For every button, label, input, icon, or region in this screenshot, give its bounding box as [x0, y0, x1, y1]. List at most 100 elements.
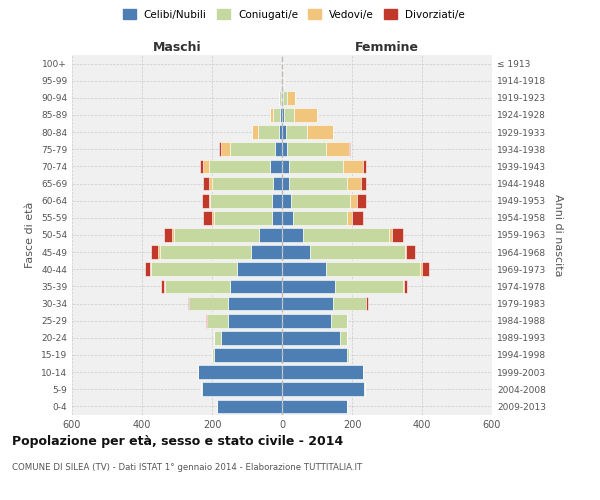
Bar: [357, 194, 366, 207]
Bar: [403, 280, 404, 293]
Bar: [406, 246, 415, 259]
Y-axis label: Anni di nascita: Anni di nascita: [553, 194, 563, 276]
Bar: [270, 108, 273, 122]
Bar: [217, 400, 282, 413]
Text: Femmine: Femmine: [355, 41, 419, 54]
Bar: [291, 194, 350, 207]
Text: Popolazione per età, sesso e stato civile - 2014: Popolazione per età, sesso e stato civil…: [12, 435, 343, 448]
Bar: [229, 280, 282, 293]
Bar: [214, 211, 271, 224]
Bar: [209, 160, 270, 173]
Bar: [164, 228, 172, 242]
Bar: [278, 91, 279, 104]
Bar: [282, 142, 287, 156]
Y-axis label: Fasce di età: Fasce di età: [25, 202, 35, 268]
Bar: [333, 296, 366, 310]
Bar: [326, 142, 349, 156]
Bar: [347, 211, 352, 224]
Bar: [161, 280, 164, 293]
Bar: [340, 331, 347, 344]
Bar: [214, 348, 282, 362]
Bar: [279, 91, 281, 104]
Bar: [273, 108, 280, 122]
Bar: [212, 211, 214, 224]
Bar: [282, 160, 289, 173]
Bar: [389, 228, 392, 242]
Bar: [282, 194, 291, 207]
Bar: [214, 331, 221, 344]
Bar: [303, 228, 389, 242]
Bar: [287, 91, 295, 104]
Bar: [172, 228, 173, 242]
Bar: [202, 194, 209, 207]
Bar: [282, 331, 340, 344]
Bar: [326, 262, 420, 276]
Bar: [287, 142, 326, 156]
Bar: [422, 262, 429, 276]
Bar: [282, 314, 331, 328]
Bar: [282, 74, 283, 88]
Bar: [228, 314, 282, 328]
Bar: [293, 211, 347, 224]
Bar: [270, 160, 282, 173]
Bar: [289, 160, 343, 173]
Bar: [273, 176, 282, 190]
Bar: [307, 126, 333, 139]
Bar: [289, 176, 347, 190]
Bar: [259, 228, 282, 242]
Bar: [282, 348, 347, 362]
Bar: [282, 176, 289, 190]
Bar: [282, 246, 310, 259]
Bar: [229, 142, 275, 156]
Bar: [282, 296, 333, 310]
Bar: [282, 211, 293, 224]
Bar: [284, 108, 294, 122]
Bar: [228, 296, 282, 310]
Bar: [282, 262, 326, 276]
Bar: [150, 262, 151, 276]
Bar: [283, 74, 284, 88]
Bar: [286, 126, 307, 139]
Bar: [198, 366, 282, 379]
Bar: [282, 228, 303, 242]
Bar: [282, 382, 364, 396]
Bar: [251, 246, 282, 259]
Bar: [236, 262, 282, 276]
Bar: [165, 280, 229, 293]
Bar: [202, 382, 282, 396]
Bar: [209, 194, 210, 207]
Bar: [367, 296, 368, 310]
Bar: [173, 228, 259, 242]
Bar: [212, 348, 214, 362]
Bar: [343, 160, 362, 173]
Bar: [347, 176, 361, 190]
Bar: [158, 246, 160, 259]
Bar: [404, 246, 406, 259]
Bar: [221, 331, 282, 344]
Text: COMUNE DI SILEA (TV) - Dati ISTAT 1° gennaio 2014 - Elaborazione TUTTITALIA.IT: COMUNE DI SILEA (TV) - Dati ISTAT 1° gen…: [12, 462, 362, 471]
Bar: [209, 176, 212, 190]
Bar: [350, 194, 357, 207]
Bar: [404, 280, 407, 293]
Bar: [189, 296, 228, 310]
Bar: [280, 108, 282, 122]
Bar: [151, 246, 158, 259]
Bar: [294, 108, 317, 122]
Bar: [331, 314, 347, 328]
Bar: [275, 142, 282, 156]
Bar: [151, 262, 236, 276]
Bar: [203, 211, 212, 224]
Bar: [203, 176, 209, 190]
Bar: [252, 126, 257, 139]
Bar: [160, 246, 251, 259]
Bar: [271, 211, 282, 224]
Bar: [392, 228, 403, 242]
Bar: [200, 160, 203, 173]
Bar: [282, 280, 335, 293]
Bar: [203, 160, 209, 173]
Bar: [281, 91, 282, 104]
Legend: Celibi/Nubili, Coniugati/e, Vedovi/e, Divorziati/e: Celibi/Nubili, Coniugati/e, Vedovi/e, Di…: [119, 5, 469, 24]
Bar: [420, 262, 422, 276]
Bar: [362, 160, 366, 173]
Bar: [219, 142, 221, 156]
